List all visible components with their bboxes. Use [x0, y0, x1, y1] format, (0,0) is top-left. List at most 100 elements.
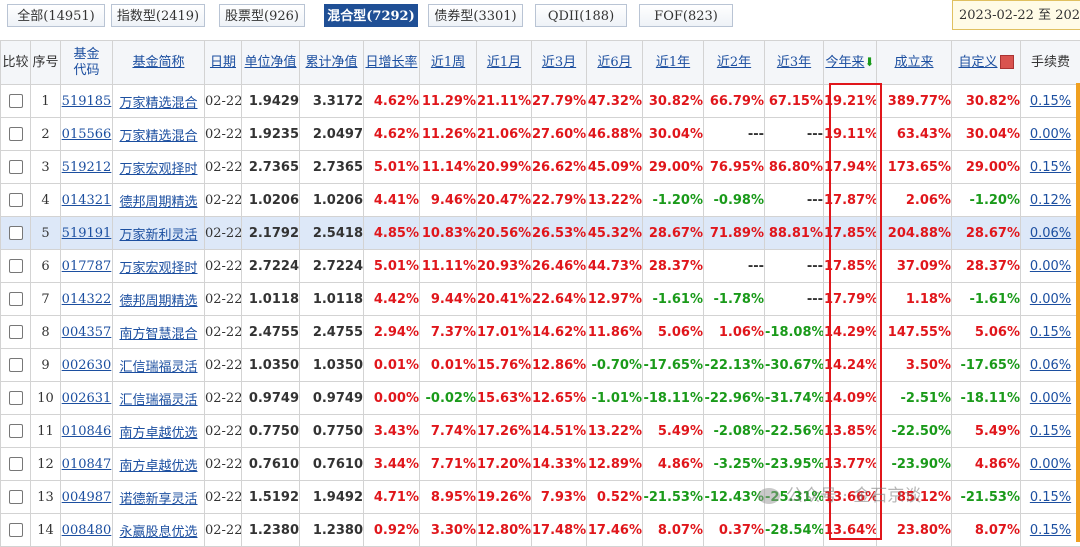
return-ytd: 14.09% — [824, 382, 877, 415]
fund-name-link[interactable]: 南方卓越优选 — [119, 459, 197, 474]
fee-link[interactable]: 0.00% — [1030, 457, 1071, 472]
fee-link[interactable]: 0.15% — [1030, 490, 1071, 505]
return-value: 14.33% — [532, 457, 586, 472]
compare-checkbox[interactable] — [9, 424, 23, 438]
tab-all[interactable]: 全部(14951) — [7, 4, 105, 27]
fund-name-link[interactable]: 南方卓越优选 — [119, 426, 197, 441]
return-m1: 17.01% — [477, 316, 532, 349]
fund-code-cell: 017787 — [61, 250, 113, 283]
fund-name-link[interactable]: 汇信瑞福灵活 — [119, 360, 197, 375]
fee-link[interactable]: 0.12% — [1030, 193, 1071, 208]
col-3y[interactable]: 近3年 — [765, 41, 824, 85]
compare-checkbox-cell — [1, 415, 31, 448]
compare-checkbox[interactable] — [9, 226, 23, 240]
col-since[interactable]: 成立来 — [877, 41, 952, 85]
tab-hybrid[interactable]: 混合型(7292) — [324, 4, 418, 27]
compare-checkbox[interactable] — [9, 94, 23, 108]
col-1w[interactable]: 近1周 — [420, 41, 477, 85]
return-daily: 4.42% — [364, 283, 420, 316]
fund-code-link[interactable]: 002630 — [62, 358, 112, 373]
fee-link[interactable]: 0.06% — [1030, 358, 1071, 373]
col-2y[interactable]: 近2年 — [704, 41, 765, 85]
compare-checkbox[interactable] — [9, 259, 23, 273]
date-range-picker[interactable]: 2023-02-22 至 2024-0 — [952, 0, 1080, 30]
fund-name-link[interactable]: 万家精选混合 — [119, 96, 197, 111]
fund-name-link[interactable]: 诺德新享灵活 — [119, 492, 197, 507]
col-name[interactable]: 基金简称 — [113, 41, 205, 85]
return-y3: 88.81% — [765, 217, 824, 250]
col-code[interactable]: 基金代码 — [61, 41, 113, 85]
compare-checkbox[interactable] — [9, 391, 23, 405]
fee-link[interactable]: 0.00% — [1030, 127, 1071, 142]
fee-link[interactable]: 0.00% — [1030, 259, 1071, 274]
fund-name-link[interactable]: 德邦周期精选 — [119, 294, 197, 309]
fund-name-link[interactable]: 永赢股息优选 — [119, 525, 197, 540]
compare-checkbox[interactable] — [9, 490, 23, 504]
return-value: 7.71% — [431, 457, 476, 472]
fund-name-link[interactable]: 万家新利灵活 — [119, 228, 197, 243]
fund-code-link[interactable]: 010846 — [62, 424, 112, 439]
fee-link[interactable]: 0.15% — [1030, 94, 1071, 109]
fee-link[interactable]: 0.00% — [1030, 292, 1071, 307]
fee-link[interactable]: 0.15% — [1030, 160, 1071, 175]
fund-code-link[interactable]: 017787 — [62, 259, 112, 274]
compare-checkbox[interactable] — [9, 292, 23, 306]
compare-checkbox[interactable] — [9, 325, 23, 339]
return-y1: -17.65% — [643, 349, 704, 382]
fund-code-link[interactable]: 010847 — [62, 457, 112, 472]
return-y2: 1.06% — [704, 316, 765, 349]
col-acc-nav[interactable]: 累计净值 — [300, 41, 364, 85]
fund-name-link[interactable]: 万家宏观择时 — [119, 261, 197, 276]
fund-code-link[interactable]: 519212 — [62, 160, 112, 175]
fund-code-link[interactable]: 519191 — [62, 226, 112, 241]
col-3m[interactable]: 近3月 — [532, 41, 587, 85]
tab-index[interactable]: 指数型(2419) — [111, 4, 205, 27]
fund-name-cell: 万家精选混合 — [113, 85, 205, 118]
col-custom[interactable]: 自定义 — [952, 41, 1021, 85]
fund-name-link[interactable]: 万家精选混合 — [119, 129, 197, 144]
compare-checkbox[interactable] — [9, 127, 23, 141]
fund-code-link[interactable]: 004357 — [62, 325, 112, 340]
return-y2: 76.95% — [704, 151, 765, 184]
compare-checkbox[interactable] — [9, 523, 23, 537]
fund-name-link[interactable]: 万家宏观择时 — [119, 162, 197, 177]
row-date: 02-22 — [205, 184, 242, 217]
fee-link[interactable]: 0.06% — [1030, 226, 1071, 241]
return-value: -23.95% — [765, 457, 824, 472]
fee-link[interactable]: 0.15% — [1030, 523, 1071, 538]
unit-nav: 1.0350 — [242, 349, 300, 382]
col-date[interactable]: 日期 — [205, 41, 242, 85]
fee-link[interactable]: 0.15% — [1030, 325, 1071, 340]
compare-checkbox[interactable] — [9, 457, 23, 471]
return-since: 3.50% — [877, 349, 952, 382]
fund-name-link[interactable]: 南方智慧混合 — [119, 327, 197, 342]
fund-code-link[interactable]: 014321 — [62, 193, 112, 208]
fund-name-link[interactable]: 汇信瑞福灵活 — [119, 393, 197, 408]
compare-checkbox[interactable] — [9, 358, 23, 372]
col-6m[interactable]: 近6月 — [587, 41, 643, 85]
tab-fof[interactable]: FOF(823) — [639, 4, 733, 27]
fund-code-link[interactable]: 015566 — [62, 127, 112, 142]
tab-bond[interactable]: 债券型(3301) — [428, 4, 523, 27]
compare-checkbox[interactable] — [9, 160, 23, 174]
calendar-icon[interactable] — [1000, 55, 1014, 69]
fund-code-link[interactable]: 004987 — [62, 490, 112, 505]
col-1y[interactable]: 近1年 — [643, 41, 704, 85]
fund-name-link[interactable]: 德邦周期精选 — [119, 195, 197, 210]
fund-code-link[interactable]: 014322 — [62, 292, 112, 307]
tab-stock[interactable]: 股票型(926) — [219, 4, 305, 27]
fee-link[interactable]: 0.15% — [1030, 424, 1071, 439]
compare-checkbox[interactable] — [9, 193, 23, 207]
col-1m[interactable]: 近1月 — [477, 41, 532, 85]
acc-nav: 1.0118 — [300, 283, 364, 316]
fund-code-link[interactable]: 008480 — [62, 523, 112, 538]
fee-link[interactable]: 0.00% — [1030, 391, 1071, 406]
fund-code-link[interactable]: 002631 — [62, 391, 112, 406]
col-daily[interactable]: 日增长率 — [364, 41, 420, 85]
col-ytd[interactable]: 今年来⬇ — [824, 41, 877, 85]
fund-code-link[interactable]: 519185 — [62, 94, 112, 109]
col-nav[interactable]: 单位净值 — [242, 41, 300, 85]
side-action-strip[interactable] — [1076, 83, 1080, 542]
compare-checkbox-cell — [1, 184, 31, 217]
tab-qdii[interactable]: QDII(188) — [535, 4, 627, 27]
